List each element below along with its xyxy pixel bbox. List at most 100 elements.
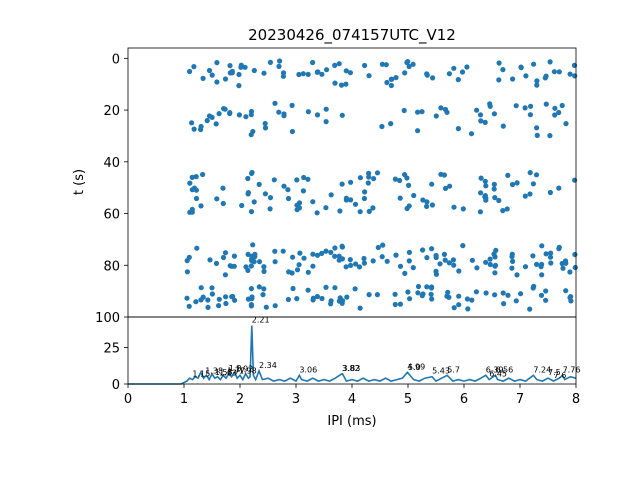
spike-point: [231, 253, 237, 259]
peak-label: 1.77: [227, 366, 245, 375]
spike-point: [305, 109, 311, 115]
spike-point: [468, 131, 475, 137]
spike-point: [357, 305, 363, 311]
spike-point: [456, 293, 462, 299]
spike-point: [267, 206, 273, 212]
spike-point: [442, 257, 448, 263]
spike-point: [429, 296, 435, 302]
spike-point: [319, 250, 325, 256]
spike-point: [444, 109, 450, 115]
spike-point: [289, 102, 295, 108]
spike-point: [538, 292, 545, 298]
spike-point: [469, 297, 475, 303]
spike-point: [433, 113, 439, 119]
spike-point: [424, 284, 430, 290]
spike-point: [469, 257, 475, 263]
spike-point: [441, 172, 447, 178]
spike-point: [305, 269, 311, 275]
spike-point: [328, 249, 334, 255]
spike-point: [280, 73, 286, 79]
spike-point: [296, 71, 302, 78]
spike-point: [220, 200, 226, 207]
spike-point: [220, 185, 226, 191]
spike-point: [314, 252, 321, 258]
spike-point: [384, 79, 390, 86]
spike-point: [474, 107, 480, 113]
peak-label: 1.63: [219, 369, 237, 378]
spike-point: [473, 289, 479, 295]
spike-point: [209, 291, 215, 297]
spike-point: [187, 180, 193, 186]
spike-point: [236, 83, 242, 89]
spike-point: [530, 181, 537, 187]
spike-point: [518, 291, 524, 297]
spike-point: [522, 193, 528, 199]
spike-point: [397, 177, 403, 184]
spike-point: [323, 205, 329, 211]
spike-point: [220, 254, 227, 261]
spike-point: [261, 268, 267, 274]
spike-point: [198, 285, 204, 291]
spike-point: [319, 295, 325, 302]
spike-point: [193, 299, 199, 305]
spike-point: [277, 58, 283, 64]
spike-point: [294, 267, 301, 273]
spike-point: [216, 303, 222, 309]
raster-points: [184, 58, 578, 312]
spike-point: [379, 61, 385, 67]
spike-point: [285, 296, 291, 303]
spike-point: [491, 181, 497, 187]
spike-point: [447, 183, 453, 189]
spike-point: [248, 263, 254, 269]
spike-point: [451, 65, 457, 71]
spike-point: [242, 64, 248, 70]
spike-point: [245, 190, 251, 196]
spike-point: [184, 269, 190, 275]
spike-point: [562, 258, 569, 264]
raster-y-axis-label: t (s): [72, 169, 87, 195]
spike-point: [366, 208, 372, 214]
spike-point: [415, 109, 421, 115]
spike-point: [343, 264, 349, 270]
spike-point: [429, 246, 435, 252]
spike-point: [405, 289, 411, 295]
spike-point: [285, 195, 292, 202]
spike-point: [556, 69, 562, 75]
spike-point: [209, 114, 215, 120]
spike-point: [310, 263, 316, 269]
spike-point: [450, 257, 456, 263]
spike-point: [300, 71, 306, 77]
spike-point: [465, 306, 471, 312]
peak-label: 5.7: [447, 365, 460, 374]
spike-point: [547, 189, 554, 196]
spike-point: [272, 248, 278, 254]
spike-point: [527, 170, 533, 176]
spike-point: [420, 197, 426, 203]
spike-point: [332, 80, 338, 86]
spike-point: [527, 112, 534, 118]
spike-point: [236, 71, 242, 78]
spike-point: [204, 118, 210, 124]
spike-point: [216, 296, 222, 302]
spike-point: [492, 262, 499, 268]
spike-point: [248, 108, 255, 115]
y-tick-label: 40: [103, 156, 120, 171]
spike-point: [433, 252, 439, 259]
spike-point: [328, 301, 334, 307]
peak-label: 6.39: [486, 365, 504, 374]
spike-point: [424, 255, 430, 261]
spike-point: [348, 262, 354, 268]
spike-point: [193, 187, 199, 193]
spike-point: [290, 285, 296, 292]
spike-point: [245, 175, 251, 182]
spike-point: [492, 254, 498, 260]
spike-point: [572, 251, 578, 258]
peak-label: 3.82: [342, 364, 360, 373]
spike-point: [487, 261, 493, 268]
spike-point: [402, 270, 408, 276]
spike-point: [189, 174, 195, 180]
raster-y-ticks: 0 20 40 60 80 100: [95, 52, 128, 326]
spike-point: [410, 61, 416, 67]
spike-point: [256, 284, 262, 290]
